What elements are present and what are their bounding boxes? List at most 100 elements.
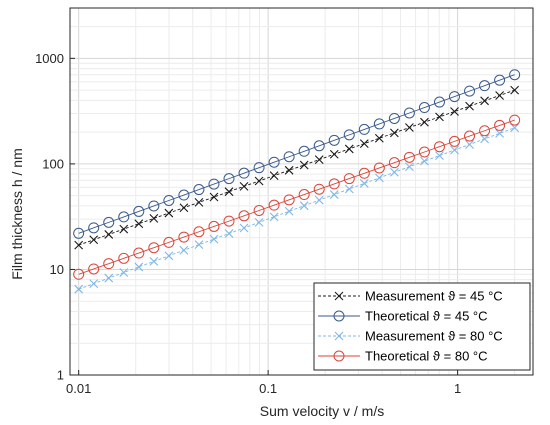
data-point — [163, 194, 175, 206]
data-point — [119, 268, 129, 277]
data-point — [269, 212, 279, 222]
data-point — [480, 96, 489, 106]
series-1 — [74, 85, 520, 250]
marker-stroke — [239, 223, 249, 233]
data-point — [313, 140, 325, 152]
marker-stroke — [510, 85, 520, 95]
series-layer — [73, 69, 521, 294]
data-point — [433, 96, 445, 108]
data-point — [133, 247, 145, 259]
data-point — [494, 74, 506, 86]
marker-stroke — [284, 165, 294, 175]
data-point — [238, 210, 250, 222]
y-axis-label: Film thickness h / nm — [9, 148, 25, 279]
marker-stroke — [209, 234, 219, 244]
data-point — [328, 178, 340, 190]
legend-label: Theoretical ϑ = 45 °C — [365, 309, 488, 324]
data-point — [373, 118, 385, 130]
data-point — [418, 146, 430, 158]
data-point — [359, 179, 369, 188]
data-point — [223, 215, 235, 227]
y-tick-label: 100 — [42, 156, 64, 171]
marker-stroke — [164, 251, 174, 261]
y-tick-label: 10 — [50, 262, 64, 277]
series-line — [78, 89, 515, 246]
data-point — [465, 101, 474, 111]
data-point — [118, 211, 130, 223]
data-point — [223, 173, 235, 185]
marker-stroke — [74, 284, 84, 294]
data-point — [373, 162, 385, 174]
series-3 — [74, 123, 520, 294]
marker-stroke — [194, 197, 204, 207]
data-point — [509, 114, 521, 126]
data-point — [284, 206, 294, 216]
marker-stroke — [495, 128, 504, 138]
marker-stroke — [314, 195, 324, 205]
data-point — [134, 219, 144, 229]
marker-stroke — [389, 167, 399, 177]
marker-stroke — [284, 206, 294, 216]
marker-stroke — [314, 155, 324, 165]
data-point — [283, 151, 295, 163]
marker-stroke — [480, 134, 489, 144]
data-point — [104, 230, 114, 239]
marker-stroke — [254, 176, 264, 186]
data-point — [450, 107, 459, 116]
data-point — [163, 236, 175, 248]
data-point — [89, 279, 99, 289]
marker-stroke — [179, 245, 189, 255]
marker-stroke — [389, 128, 399, 138]
marker-stroke — [420, 117, 429, 127]
marker-stroke — [450, 107, 459, 116]
data-point — [194, 197, 204, 207]
x-tick-label: 1 — [454, 381, 461, 396]
data-point — [465, 140, 474, 149]
data-point — [299, 201, 309, 211]
data-point — [178, 231, 190, 243]
marker-stroke — [450, 145, 459, 155]
data-point — [374, 133, 384, 143]
legend-marker — [333, 350, 345, 362]
data-point — [164, 251, 174, 261]
data-point — [88, 263, 100, 275]
x-tick-label: 0.1 — [259, 381, 277, 396]
data-point — [464, 85, 476, 97]
legend-item: Theoretical ϑ = 80 °C — [318, 349, 488, 364]
data-point — [389, 167, 399, 177]
legend-item: Measurement ϑ = 45 °C — [318, 289, 503, 304]
marker-stroke — [224, 229, 234, 238]
data-point — [103, 258, 115, 270]
data-point — [388, 157, 400, 169]
data-point — [420, 117, 429, 127]
data-point — [88, 222, 100, 234]
marker-stroke — [495, 91, 504, 100]
legend-box — [313, 282, 531, 371]
legend-item: Theoretical ϑ = 45 °C — [318, 309, 488, 324]
legend: Measurement ϑ = 45 °C Theoretical ϑ = 45 … — [313, 282, 531, 371]
series-line — [78, 119, 515, 275]
marker-stroke — [344, 144, 354, 154]
x-axis-label: Sum velocity v / m/s — [260, 403, 384, 419]
data-point — [403, 107, 415, 119]
marker-stroke — [134, 262, 144, 272]
marker-stroke — [194, 240, 204, 250]
marker-stroke — [359, 139, 369, 148]
data-point — [329, 190, 339, 199]
marker-stroke — [134, 219, 144, 229]
data-point — [449, 135, 461, 147]
marker-stroke — [465, 101, 474, 111]
legend-label: Measurement ϑ = 45 °C — [365, 289, 503, 304]
data-point — [433, 141, 445, 153]
marker-stroke — [254, 218, 264, 227]
data-point — [73, 227, 85, 239]
data-point — [299, 160, 309, 170]
data-point — [420, 156, 429, 166]
data-point — [358, 123, 370, 135]
data-point — [313, 183, 325, 195]
data-point — [148, 242, 160, 254]
data-point — [119, 224, 129, 234]
data-point — [224, 187, 234, 197]
marker-stroke — [374, 133, 384, 143]
y-tick-label: 1000 — [35, 51, 64, 66]
